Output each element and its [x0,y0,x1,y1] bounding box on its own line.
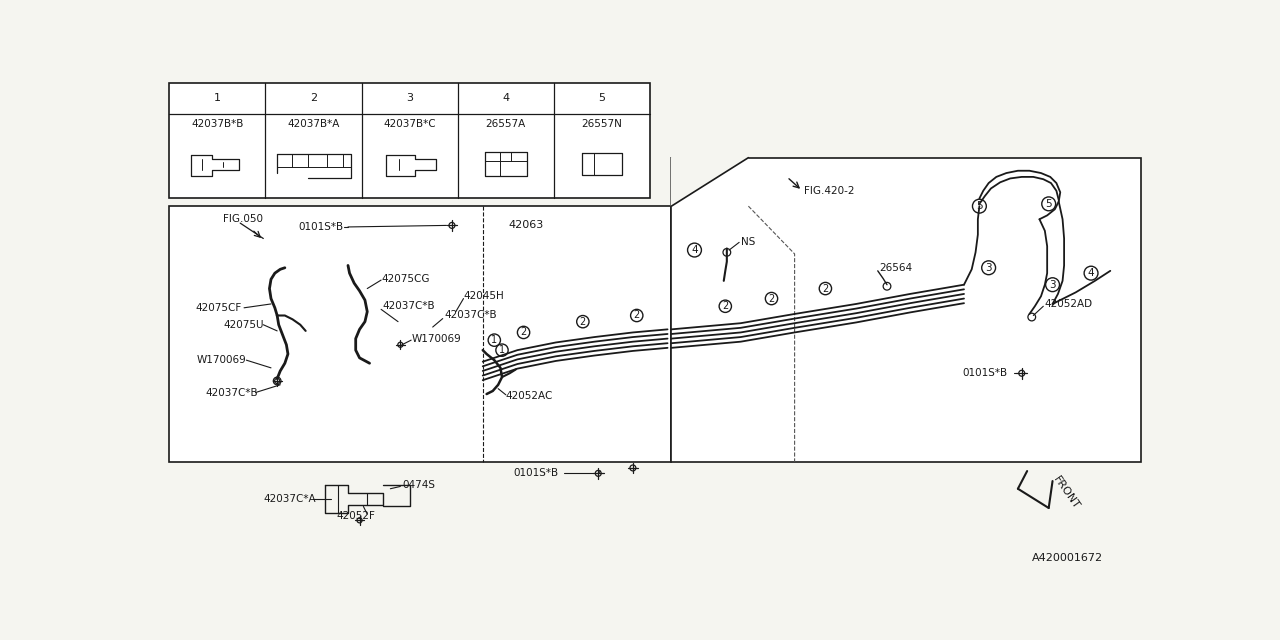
Text: 0101S*B: 0101S*B [963,368,1007,378]
Text: 42037C*B: 42037C*B [444,310,497,321]
Text: 1: 1 [492,335,498,345]
Text: 3: 3 [1050,280,1056,290]
Text: 2: 2 [768,294,774,303]
Text: 4: 4 [691,245,698,255]
Text: 1: 1 [499,345,506,355]
Text: 42052AD: 42052AD [1044,299,1093,309]
Text: 4: 4 [1088,268,1094,278]
Text: 0101S*B: 0101S*B [513,468,558,478]
Text: 2: 2 [822,284,828,294]
Text: 26564: 26564 [879,263,913,273]
Text: 42075CG: 42075CG [381,273,430,284]
Text: 42063: 42063 [508,220,544,230]
Polygon shape [672,157,749,206]
Text: 42037C*B: 42037C*B [383,301,435,311]
Text: 42052AC: 42052AC [506,391,553,401]
Text: 2: 2 [580,317,586,326]
Text: 2: 2 [634,310,640,321]
Text: 4: 4 [502,93,509,103]
Text: 5: 5 [1046,199,1052,209]
Text: FIG.050: FIG.050 [223,214,264,224]
Text: 3: 3 [986,263,992,273]
Text: 2: 2 [310,93,317,103]
Text: 26557A: 26557A [485,119,526,129]
Text: W170069: W170069 [412,333,462,344]
Text: 0474S: 0474S [402,480,435,490]
Text: 42037C*A: 42037C*A [264,494,316,504]
Text: A420001672: A420001672 [1033,553,1103,563]
Text: 42037B*B: 42037B*B [191,119,243,129]
Text: 3: 3 [406,93,413,103]
Text: 0101S*B: 0101S*B [298,222,343,232]
Text: 42037B*C: 42037B*C [383,119,436,129]
Text: 2: 2 [722,301,728,311]
Text: 5: 5 [598,93,605,103]
Text: 1: 1 [214,93,221,103]
Text: 5: 5 [977,201,983,211]
Text: FIG.420-2: FIG.420-2 [804,186,854,196]
Bar [169,206,672,462]
Text: 26557N: 26557N [581,119,622,129]
Text: FRONT: FRONT [1051,474,1080,511]
Text: 42052F: 42052F [337,511,375,521]
Text: 42045H: 42045H [463,291,504,301]
Bar [169,83,650,198]
Bar [672,157,1140,462]
Text: 42037C*B: 42037C*B [206,387,259,397]
Text: 42075CF: 42075CF [196,303,242,313]
Text: W170069: W170069 [197,355,247,365]
Text: 42037B*A: 42037B*A [287,119,339,129]
Text: 42075U: 42075U [223,320,264,330]
Text: 2: 2 [521,328,526,337]
Text: NS: NS [741,237,755,247]
